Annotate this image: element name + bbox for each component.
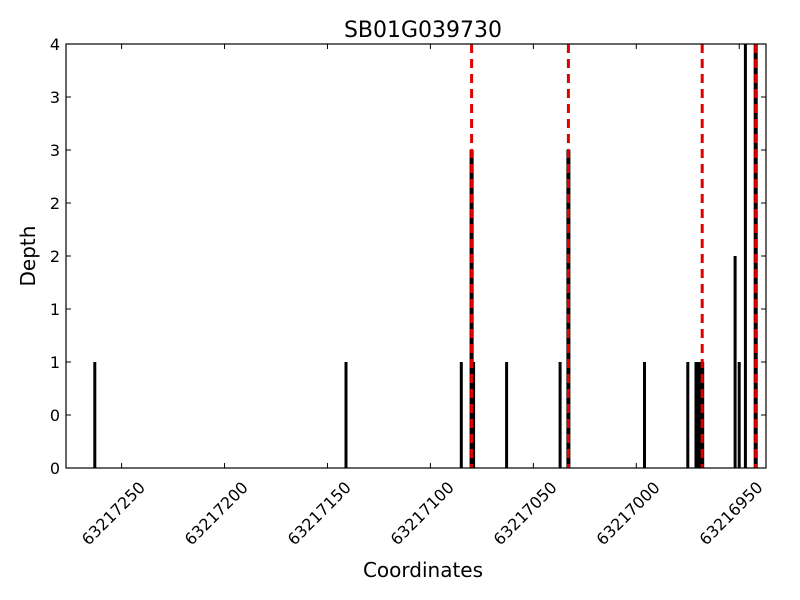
x-tick-label: 63217150 xyxy=(284,478,355,549)
plot-frame xyxy=(65,43,767,469)
depth-bar xyxy=(459,362,463,468)
y-tick-label: 4 xyxy=(50,35,60,54)
x-tick-label: 63217250 xyxy=(78,478,149,549)
y-tick-label: 0 xyxy=(50,459,60,478)
x-axis-label: Coordinates xyxy=(363,558,483,582)
depth-bar xyxy=(558,362,562,468)
y-tick-label: 1 xyxy=(50,353,60,372)
x-tick-label: 63216950 xyxy=(696,478,767,549)
depth-bar xyxy=(743,44,747,468)
y-tick-label: 2 xyxy=(50,247,60,266)
y-axis: 0 0 1 1 2 2 3 3 4 xyxy=(50,35,766,478)
depth-bar xyxy=(694,362,698,468)
depth-bar xyxy=(344,362,348,468)
depth-bar xyxy=(698,362,702,468)
marker-bar xyxy=(566,150,571,468)
depth-bar xyxy=(733,256,737,468)
marker-bar xyxy=(469,150,474,468)
marker-bar xyxy=(700,362,705,468)
depth-bar xyxy=(643,362,646,468)
y-axis-label: Depth xyxy=(16,226,40,287)
chart-title: SB01G039730 xyxy=(344,18,502,43)
depth-bar xyxy=(737,362,741,468)
x-tick-label: 63217200 xyxy=(181,478,252,549)
x-tick-label: 63217100 xyxy=(387,478,458,549)
depth-bar xyxy=(696,362,700,468)
y-tick-label: 0 xyxy=(50,406,60,425)
x-tick-label: 63217000 xyxy=(593,478,664,549)
depth-bar xyxy=(505,362,509,468)
x-axis: 63217250 63217200 63217150 63217100 63217050… xyxy=(78,44,767,549)
x-tick-label: 63217050 xyxy=(490,478,561,549)
depth-bars xyxy=(93,44,747,468)
depth-bar xyxy=(93,362,97,468)
y-tick-label: 1 xyxy=(50,300,60,319)
y-tick-label: 2 xyxy=(50,194,60,213)
depth-bar xyxy=(686,362,690,468)
position-markers xyxy=(469,44,758,468)
y-tick-label: 3 xyxy=(50,88,60,107)
y-tick-label: 3 xyxy=(50,141,60,160)
